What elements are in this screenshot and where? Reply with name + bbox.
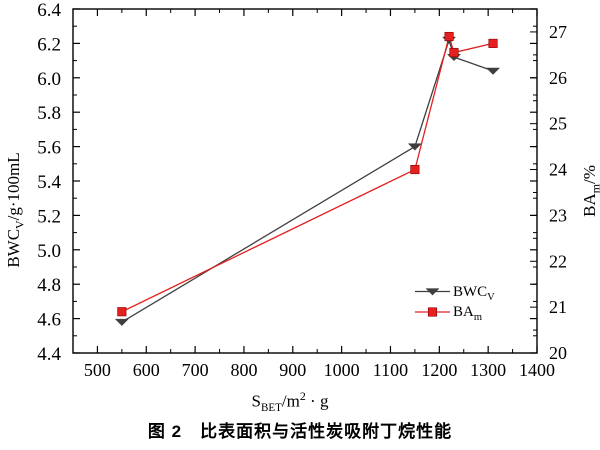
svg-text:5.8: 5.8: [37, 103, 61, 124]
svg-text:1400: 1400: [519, 360, 555, 380]
svg-text:5.6: 5.6: [37, 138, 61, 159]
svg-text:6.2: 6.2: [37, 34, 61, 55]
svg-text:800: 800: [230, 360, 257, 380]
svg-text:26: 26: [549, 68, 567, 88]
svg-text:500: 500: [84, 360, 111, 380]
svg-text:24: 24: [549, 160, 567, 180]
svg-text:700: 700: [182, 360, 209, 380]
svg-text:4.6: 4.6: [37, 310, 61, 331]
svg-text:21: 21: [549, 297, 567, 317]
svg-text:27: 27: [549, 22, 567, 42]
svg-text:4.8: 4.8: [37, 275, 61, 296]
svg-text:5.0: 5.0: [37, 241, 61, 262]
svg-text:5.2: 5.2: [37, 206, 61, 227]
svg-text:1000: 1000: [324, 360, 360, 380]
svg-text:1100: 1100: [373, 360, 408, 380]
svg-text:5.4: 5.4: [37, 172, 61, 193]
svg-text:23: 23: [549, 205, 567, 225]
svg-text:20: 20: [549, 343, 567, 363]
svg-text:600: 600: [133, 360, 160, 380]
svg-text:4.4: 4.4: [37, 344, 61, 365]
svg-text:6.0: 6.0: [37, 69, 61, 90]
svg-text:1300: 1300: [470, 360, 506, 380]
svg-text:1200: 1200: [421, 360, 457, 380]
svg-text:6.4: 6.4: [37, 0, 61, 21]
svg-text:900: 900: [279, 360, 306, 380]
svg-text:22: 22: [549, 251, 567, 271]
svg-text:25: 25: [549, 114, 567, 134]
